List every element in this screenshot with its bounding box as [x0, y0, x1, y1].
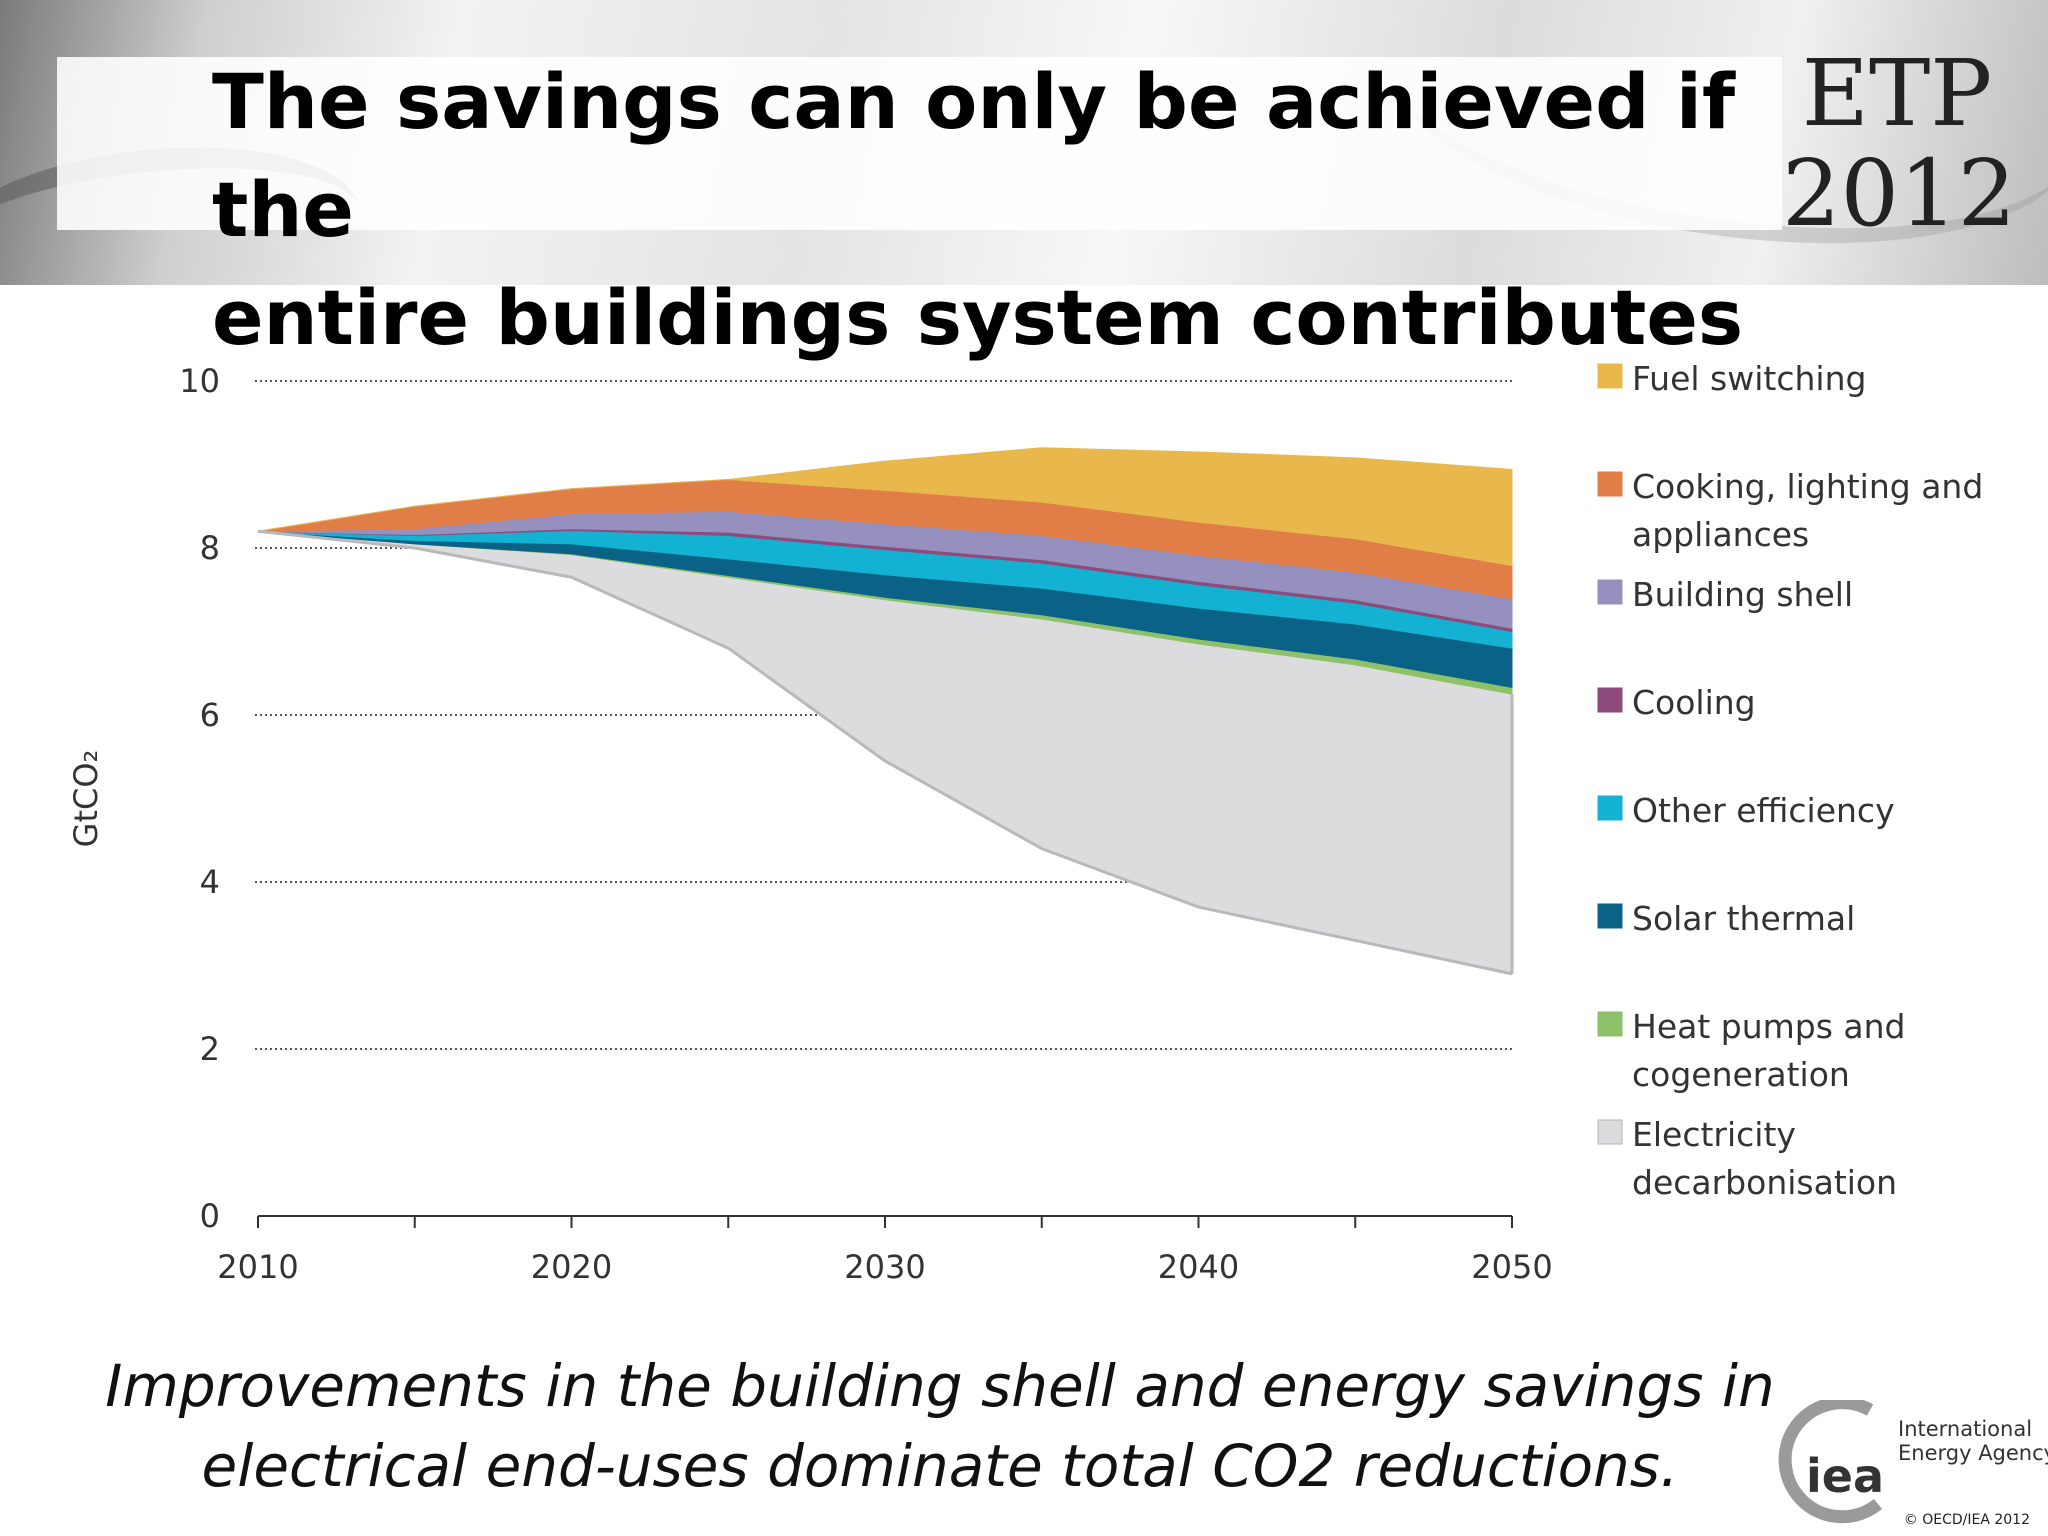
title-line-1: The savings can only be achieved if the [212, 57, 1736, 254]
legend-swatch [1597, 579, 1623, 605]
y-tick-label: 2 [200, 1030, 220, 1068]
title-backdrop [57, 57, 1782, 230]
x-tick-label: 2020 [531, 1248, 612, 1286]
legend-label: decarbonisation [1632, 1163, 1897, 1202]
legend-swatch [1597, 687, 1623, 713]
legend-label: Cooking, lighting and [1632, 467, 1983, 506]
y-tick-label: 10 [179, 362, 220, 400]
legend-swatch [1597, 795, 1623, 821]
legend-label: Other efficiency [1632, 791, 1895, 830]
title-line-2: entire buildings system contributes [212, 273, 1744, 362]
baseline-edge [257, 529, 1513, 976]
legend-label: Building shell [1632, 575, 1853, 614]
legend-label: appliances [1632, 515, 1809, 554]
y-tick-label: 8 [200, 529, 220, 567]
etp-badge-line-1: ETP [1801, 40, 1993, 147]
legend-label: Fuel switching [1632, 359, 1866, 398]
etp-badge-line-2: 2012 [1782, 140, 2017, 247]
slide-title: The savings can only be achieved if the … [212, 48, 1752, 372]
etp-badge: ETP 2012 [1782, 40, 2017, 247]
legend-swatch [1597, 1011, 1623, 1037]
copyright-notice: © OECD/IEA 2012 [1903, 1512, 2030, 1528]
legend-swatch [1597, 1119, 1623, 1145]
area-fuel-switching [257, 447, 1513, 567]
axes: 0 2 4 6 8 10 2010 2020 2030 2040 2050 GtCO₂ [67, 362, 1553, 1286]
x-tick-label: 2030 [844, 1248, 925, 1286]
y-tick-label: 0 [200, 1197, 220, 1235]
area-series [257, 447, 1514, 976]
legend-swatch [1597, 471, 1623, 497]
iea-org-line-2: Energy Agency [1898, 1441, 2048, 1465]
iea-logo: iea International Energy Agency [1778, 1400, 2048, 1524]
caption-line-2: electrical end-uses dominate total CO2 r… [201, 1432, 1679, 1500]
legend-label: Cooling [1632, 683, 1756, 722]
legend-label: Solar thermal [1632, 899, 1855, 938]
iea-org-line-1: International [1898, 1417, 2032, 1441]
x-tick-label: 2040 [1158, 1248, 1239, 1286]
legend: Fuel switching Cooking, lighting and appli… [1597, 359, 1983, 1202]
slide-caption: Improvements in the building shell and e… [100, 1346, 1780, 1506]
y-tick-label: 4 [200, 863, 220, 901]
y-tick-label: 6 [200, 696, 220, 734]
caption-line-1: Improvements in the building shell and e… [105, 1352, 1775, 1420]
y-axis-label: GtCO₂ [67, 750, 105, 848]
x-tick-label: 2050 [1471, 1248, 1552, 1286]
legend-label: cogeneration [1632, 1055, 1850, 1094]
legend-label: Heat pumps and [1632, 1007, 1906, 1046]
iea-logo-text: iea [1806, 1449, 1884, 1503]
legend-swatch [1597, 363, 1623, 389]
x-tick-label: 2010 [217, 1248, 298, 1286]
legend-swatch [1597, 903, 1623, 929]
stacked-area-chart: 0 2 4 6 8 10 2010 2020 2030 2040 2050 GtCO₂ Fuel sw… [67, 359, 1983, 1286]
legend-label: Electricity [1632, 1115, 1796, 1154]
iea-logo-swoosh [1778, 1400, 1883, 1524]
